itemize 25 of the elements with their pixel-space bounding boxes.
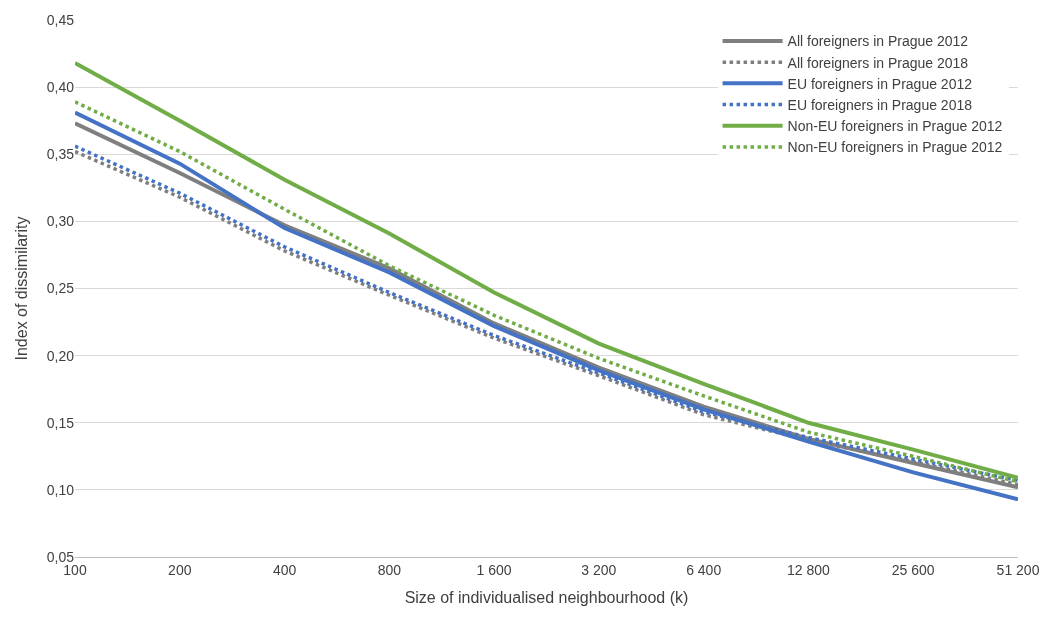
legend-label: Non-EU foreigners in Prague 2012: [787, 118, 1003, 135]
x-tick-label: 1 600: [476, 561, 512, 578]
x-tick-label: 200: [168, 561, 192, 578]
y-tick-label: 0,10: [46, 481, 75, 498]
y-tick-label: 0,30: [46, 213, 75, 230]
y-tick-label: 0,40: [46, 79, 75, 96]
legend-label: All foreigners in Prague 2018: [787, 54, 969, 71]
legend-label: Non-EU foreigners in Prague 2012: [787, 139, 1003, 156]
y-tick-label: 0,20: [46, 347, 75, 364]
legend-label: All foreigners in Prague 2012: [787, 33, 969, 50]
y-axis-title: Index of dissimilarity: [12, 216, 30, 361]
x-axis-title: Size of individualised neighbourhood (k): [404, 589, 689, 607]
x-tick-label: 400: [272, 561, 297, 578]
x-tick-label: 6 400: [686, 561, 722, 578]
legend-label: EU foreigners in Prague 2018: [787, 97, 973, 114]
x-tick-label: 12 800: [787, 561, 831, 578]
x-tick-label: 25 600: [891, 561, 935, 578]
x-tick-label: 51 200: [996, 561, 1040, 578]
y-tick-label: 0,25: [46, 280, 75, 297]
x-tick-label: 3 200: [581, 561, 617, 578]
y-tick-label: 0,45: [46, 11, 75, 28]
y-tick-label: 0,35: [46, 146, 75, 163]
legend-label: EU foreigners in Prague 2012: [787, 75, 973, 92]
x-tick-label: 800: [377, 561, 402, 578]
y-tick-label: 0,15: [46, 414, 75, 431]
